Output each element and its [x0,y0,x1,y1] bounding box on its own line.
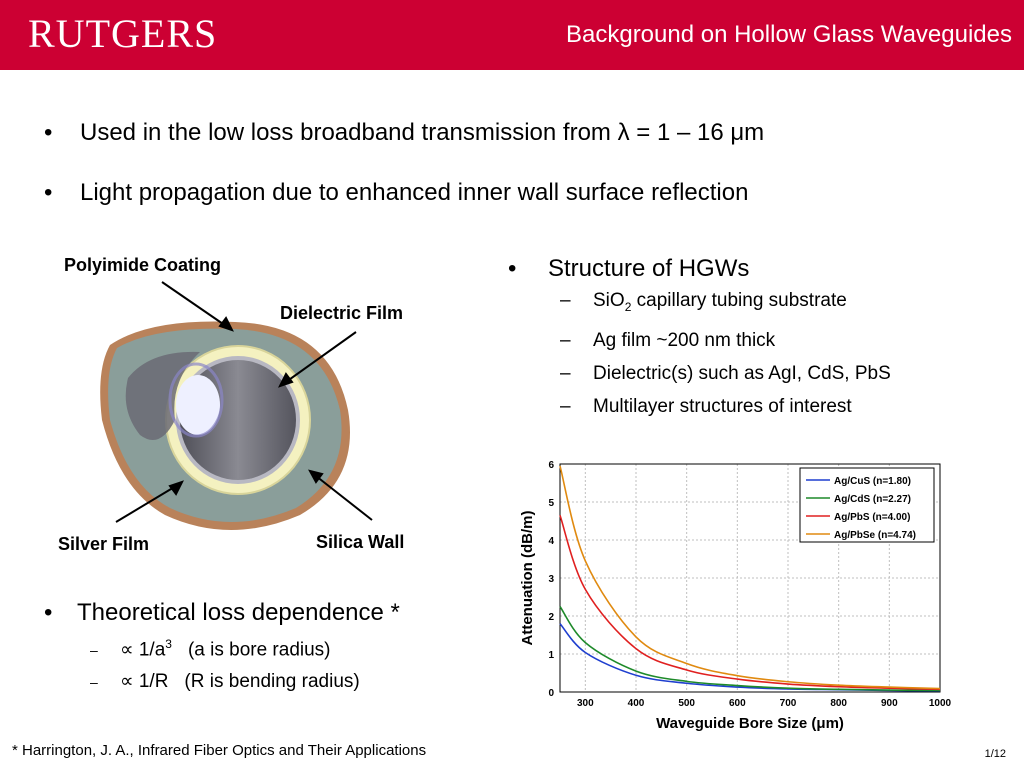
label-polyimide-coating: Polyimide Coating [64,255,222,275]
chart-ticks: 300 400 500 600 700 800 900 1000 0 1 2 3 4 5 6 [548,460,951,709]
bullet-propagation-text: Light propagation due to enhanced inner … [80,179,749,206]
theory-heading-text: Theoretical loss dependence * [77,599,400,626]
label-dielectric-film: Dielectric Film [280,303,404,323]
silica-arrow [315,475,373,521]
y-tick-label: 3 [548,574,554,585]
sio2-subscript: 2 [624,299,632,314]
y-tick-label: 2 [548,612,554,623]
legend-label: Ag/CuS (n=1.80) [834,476,911,487]
dash-marker: – [560,395,571,417]
structure-heading-text: Structure of HGWs [548,255,750,282]
dash-marker: – [90,674,98,691]
label-silica-wall: Silica Wall [316,532,405,552]
series-line [559,465,941,690]
bore-highlight-shape [176,375,220,435]
bore-shape [180,360,296,480]
dash-marker: – [560,362,571,384]
x-axis-label: Waveguide Bore Size (μm) [656,715,844,732]
silica-wall-shape [108,328,342,522]
label-silver-film: Silver Film [58,534,150,554]
theory-item-bore: – ∝ 1/a3 (a is bore radius) [44,628,400,666]
y-tick-label: 6 [548,460,554,471]
y-tick-label: 4 [548,536,554,547]
chart-lines [559,465,941,692]
ag-text: Ag film ~200 nm thick [593,329,776,351]
x-tick-label: 300 [577,698,594,709]
legend-label: Ag/PbS (n=4.00) [834,512,910,523]
bullet-dot: • [44,179,53,206]
x-tick-label: 700 [780,698,797,709]
silver-arrow [115,485,177,523]
attenuation-chart: 300 400 500 600 700 800 900 1000 0 1 2 3 4 5 6 Ag/CuS … [519,460,952,732]
header-bar: RUTGERS Background on Hollow Glass Waveg… [0,0,1024,70]
theory-item1-note: (a is bore radius) [187,639,331,661]
bullet-broadband-text: Used in the low loss broadband transmiss… [80,119,765,146]
dash-marker: – [90,642,98,659]
plot-frame [559,463,941,693]
x-tick-label: 800 [830,698,847,709]
legend-label: Ag/CdS (n=2.27) [834,494,911,505]
x-tick-label: 600 [729,698,746,709]
multilayer-text: Multilayer structures of interest [593,395,852,417]
dash-marker: – [560,290,571,311]
dielectric-text: Dielectric(s) such as AgI, CdS, PbS [593,362,891,384]
theory-item2-prefix: ∝ 1/R [120,671,169,693]
inner-tube-shape [125,351,200,440]
y-tick-label: 1 [548,650,554,661]
y-axis-label: Attenuation (dB/m) [519,511,536,646]
polyimide-coating-shape [100,321,350,530]
structure-heading: • Structure of HGWs [508,254,891,284]
dielectric-ring-shape [165,345,311,495]
bullet-dot: • [44,119,53,146]
x-tick-label: 900 [881,698,898,709]
bullet-broadband: • Used in the low loss broadband transmis… [44,118,764,148]
y-tick-label: 5 [548,498,554,509]
structure-item-dielectric: – Dielectric(s) such as AgI, CdS, PbS [508,357,891,390]
theory-item-bending: – ∝ 1/R (R is bending radius) [44,666,400,698]
structure-item-multilayer: – Multilayer structures of interest [508,390,891,423]
bore-purple-edge [168,362,224,438]
sio2-text: SiO [593,290,625,311]
series-line [559,515,941,691]
x-tick-label: 1000 [929,698,952,709]
structure-item-sio2: – SiO2 capillary tubing substrate [508,284,891,324]
rutgers-logo: RUTGERS [28,11,218,56]
theory-heading: • Theoretical loss dependence * [44,598,400,628]
x-tick-label: 500 [678,698,695,709]
bullet-dot: • [44,599,53,626]
footnote: * Harrington, J. A., Infrared Fiber Opti… [12,742,427,759]
slide-title: Background on Hollow Glass Waveguides [565,21,1012,48]
legend-label: Ag/PbSe (n=4.74) [834,530,916,541]
silver-ring-shape [176,356,300,484]
polyimide-arrow [161,281,227,327]
dielectric-arrow [285,331,357,383]
x-tick-label: 400 [628,698,645,709]
theory-item2-note: (R is bending radius) [184,671,360,693]
structure-item-ag: – Ag film ~200 nm thick [508,324,891,357]
page-number: 1/12 [984,748,1006,760]
bullet-dot: • [508,255,517,282]
theory-item1-sup: 3 [165,637,172,651]
theory-item1-prefix: ∝ 1/a [120,639,166,661]
theory-section: • Theoretical loss dependence * – ∝ 1/a3 (a… [44,598,400,698]
series-line [559,606,941,692]
dash-marker: – [560,329,571,351]
sio2-rest-text: capillary tubing substrate [631,290,847,311]
structure-section: • Structure of HGWs – SiO2 capillary tubin… [508,254,891,423]
y-tick-label: 0 [548,688,554,699]
chart-legend: Ag/CuS (n=1.80) Ag/CdS (n=2.27) Ag/PbS (n=… [799,467,935,543]
bullet-propagation: • Light propagation due to enhanced inner… [44,178,748,208]
